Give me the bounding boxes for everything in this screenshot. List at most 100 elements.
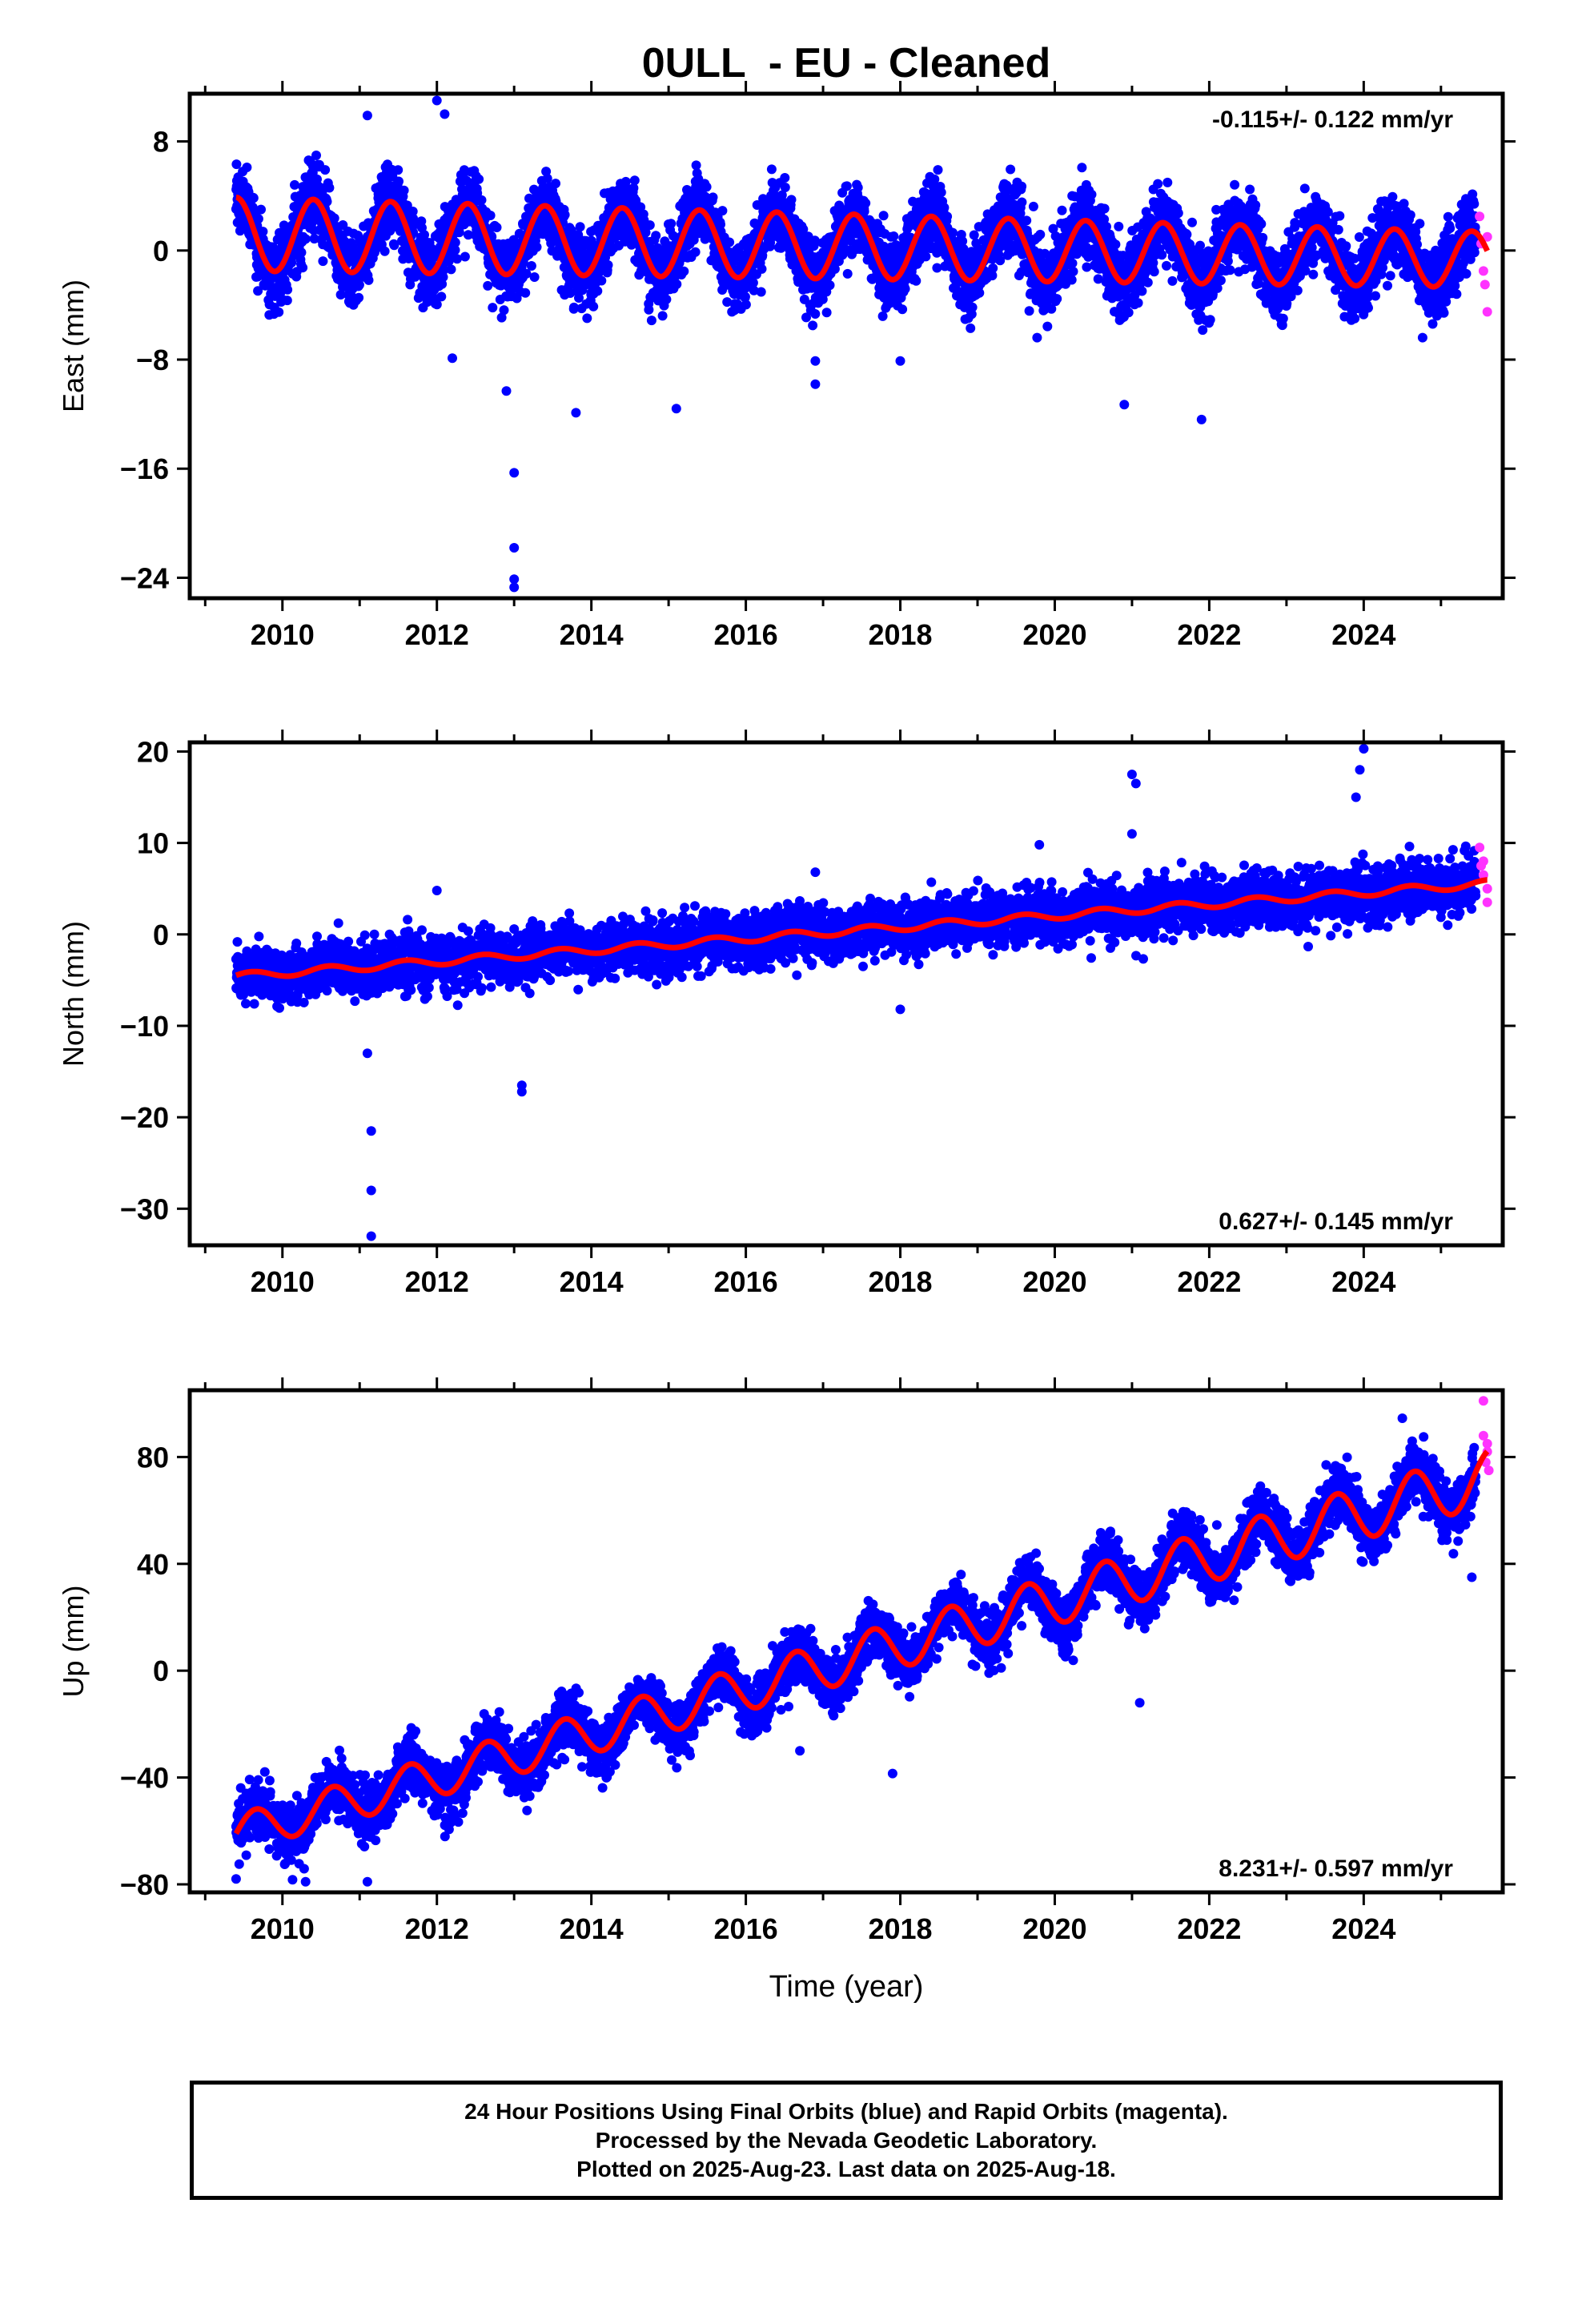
east-final-point-3110 [889, 231, 899, 241]
east-final-point-4266 [1133, 298, 1143, 308]
east-final-point-277 [290, 179, 299, 190]
east-final-point-3164 [900, 283, 910, 294]
east-final-point-4159 [1110, 239, 1121, 250]
east-final-point-4046 [1086, 189, 1097, 199]
east-final-point-1709 [592, 286, 603, 296]
east-final-point-769 [394, 176, 404, 187]
east-final-point-1213 [488, 303, 498, 313]
east-final-point-3882 [1052, 294, 1062, 304]
east-final-point-1690 [588, 301, 599, 312]
east-final-point-51 [242, 163, 252, 172]
east-final-point-1148 [474, 174, 484, 184]
east-final-point-1618 [573, 230, 584, 240]
east-final-point-4952 [1278, 313, 1288, 324]
east-final-point-379 [311, 151, 321, 160]
east-final-point-2 [231, 159, 242, 170]
east-final-point-103 [253, 286, 263, 296]
east-final-point-106 [253, 214, 263, 224]
east-final-point-1056 [454, 227, 464, 238]
east-final-point-243 [283, 284, 293, 295]
east-final-point-3058 [877, 311, 888, 321]
east-final-point-1397 [526, 261, 536, 271]
east-final-point-4405 [1162, 177, 1173, 187]
east-final-point-1621 [574, 293, 584, 303]
east-final-point-4342 [1149, 267, 1159, 277]
east-final-point-4496 [1182, 229, 1192, 239]
east-final-point-3515 [974, 287, 985, 298]
east-final-point-3771 [1028, 201, 1038, 211]
east-final-point-3952 [1066, 275, 1077, 285]
east-final-point-3262 [921, 251, 931, 262]
east-final-point-4456 [1173, 208, 1183, 219]
east-final-point-1759 [603, 260, 613, 270]
east-final-point-2533 [766, 164, 777, 175]
east-final-point-1598 [568, 302, 579, 312]
east-final-point-1036 [450, 245, 460, 255]
east-final-point-2486 [757, 263, 767, 274]
east-final-point-2118 [679, 266, 689, 276]
east-final-point-2172 [690, 247, 701, 257]
east-final-point-309 [296, 247, 307, 258]
east-final-point-4657 [1215, 275, 1226, 286]
east-final-point-1728 [596, 275, 607, 286]
east-final-point-3490 [969, 230, 979, 240]
east-final-point-1885 [629, 175, 640, 186]
east-final-point-3803 [1035, 229, 1046, 239]
east-final-point-3335 [936, 187, 946, 198]
east-final-point-1017 [446, 264, 456, 275]
east-final-point-1411 [529, 272, 540, 282]
east-final-point-242 [282, 296, 292, 306]
east-final-point-890 [420, 230, 429, 240]
east-final-point-2739 [810, 309, 821, 319]
east-final-point-4821 [1251, 200, 1261, 211]
east-final-point-2225 [701, 182, 712, 192]
east-final-point-1368 [520, 287, 531, 298]
east-final-point-4378 [1157, 250, 1167, 260]
panel-east: 2010 2012 2014 2016 2018 2020 2022 202480−8−16−… [57, 81, 1516, 651]
east-final-point-4794 [1245, 184, 1255, 195]
east-final-point-794 [399, 185, 409, 195]
east-final-point-2300 [717, 206, 728, 216]
east-final-point-411 [318, 256, 328, 267]
east-final-point-4284 [1137, 286, 1147, 296]
east-final-point-3837 [1042, 321, 1053, 332]
east-final-point-2057 [666, 219, 677, 229]
east-final-point-627 [363, 275, 374, 285]
east-final-point-315 [298, 263, 308, 273]
east-final-point-3363 [942, 211, 953, 222]
east-final-point-1472 [542, 173, 552, 183]
east-final-point-580 [354, 292, 364, 303]
east-final-point-2727 [808, 320, 818, 331]
east-final-point-2255 [708, 192, 718, 203]
east-final-point-2412 [741, 300, 751, 310]
figure-title: 0ULL - EU - Cleaned [642, 40, 1050, 86]
east-final-point-1098 [463, 230, 473, 240]
east-final-point-4312 [1142, 277, 1153, 287]
east-final-point-1511 [551, 179, 560, 189]
east-final-point-2626 [786, 195, 797, 205]
east-final-point-4521 [1187, 217, 1197, 227]
east-final-point-748 [389, 240, 400, 251]
east-final-point-2808 [825, 280, 835, 291]
east-final-point-971 [436, 292, 447, 302]
east-final-point-2889 [841, 181, 852, 191]
east-final-point-1957 [644, 220, 655, 231]
east-final-point-1161 [476, 195, 487, 205]
east-final-point-2017 [657, 311, 668, 321]
east-final-point-1952 [644, 304, 654, 315]
east-final-point-2892 [842, 268, 853, 279]
east-final-point-1203 [485, 211, 496, 220]
east-final-point-4701 [1225, 265, 1235, 275]
east-final-point-4221 [1123, 308, 1134, 318]
east-final-point-4607 [1205, 315, 1215, 325]
east-final-point-1083 [460, 251, 470, 262]
east-final-point-703 [379, 246, 390, 256]
east-final-point-2035 [661, 294, 672, 304]
east-final-point-127 [258, 227, 268, 237]
east-final-point-4691 [1223, 256, 1233, 266]
east-final-point-3738 [1022, 215, 1032, 226]
east-final-point-4107 [1099, 203, 1110, 214]
east-final-point-1037 [450, 237, 460, 247]
east-final-point-836 [408, 207, 418, 216]
